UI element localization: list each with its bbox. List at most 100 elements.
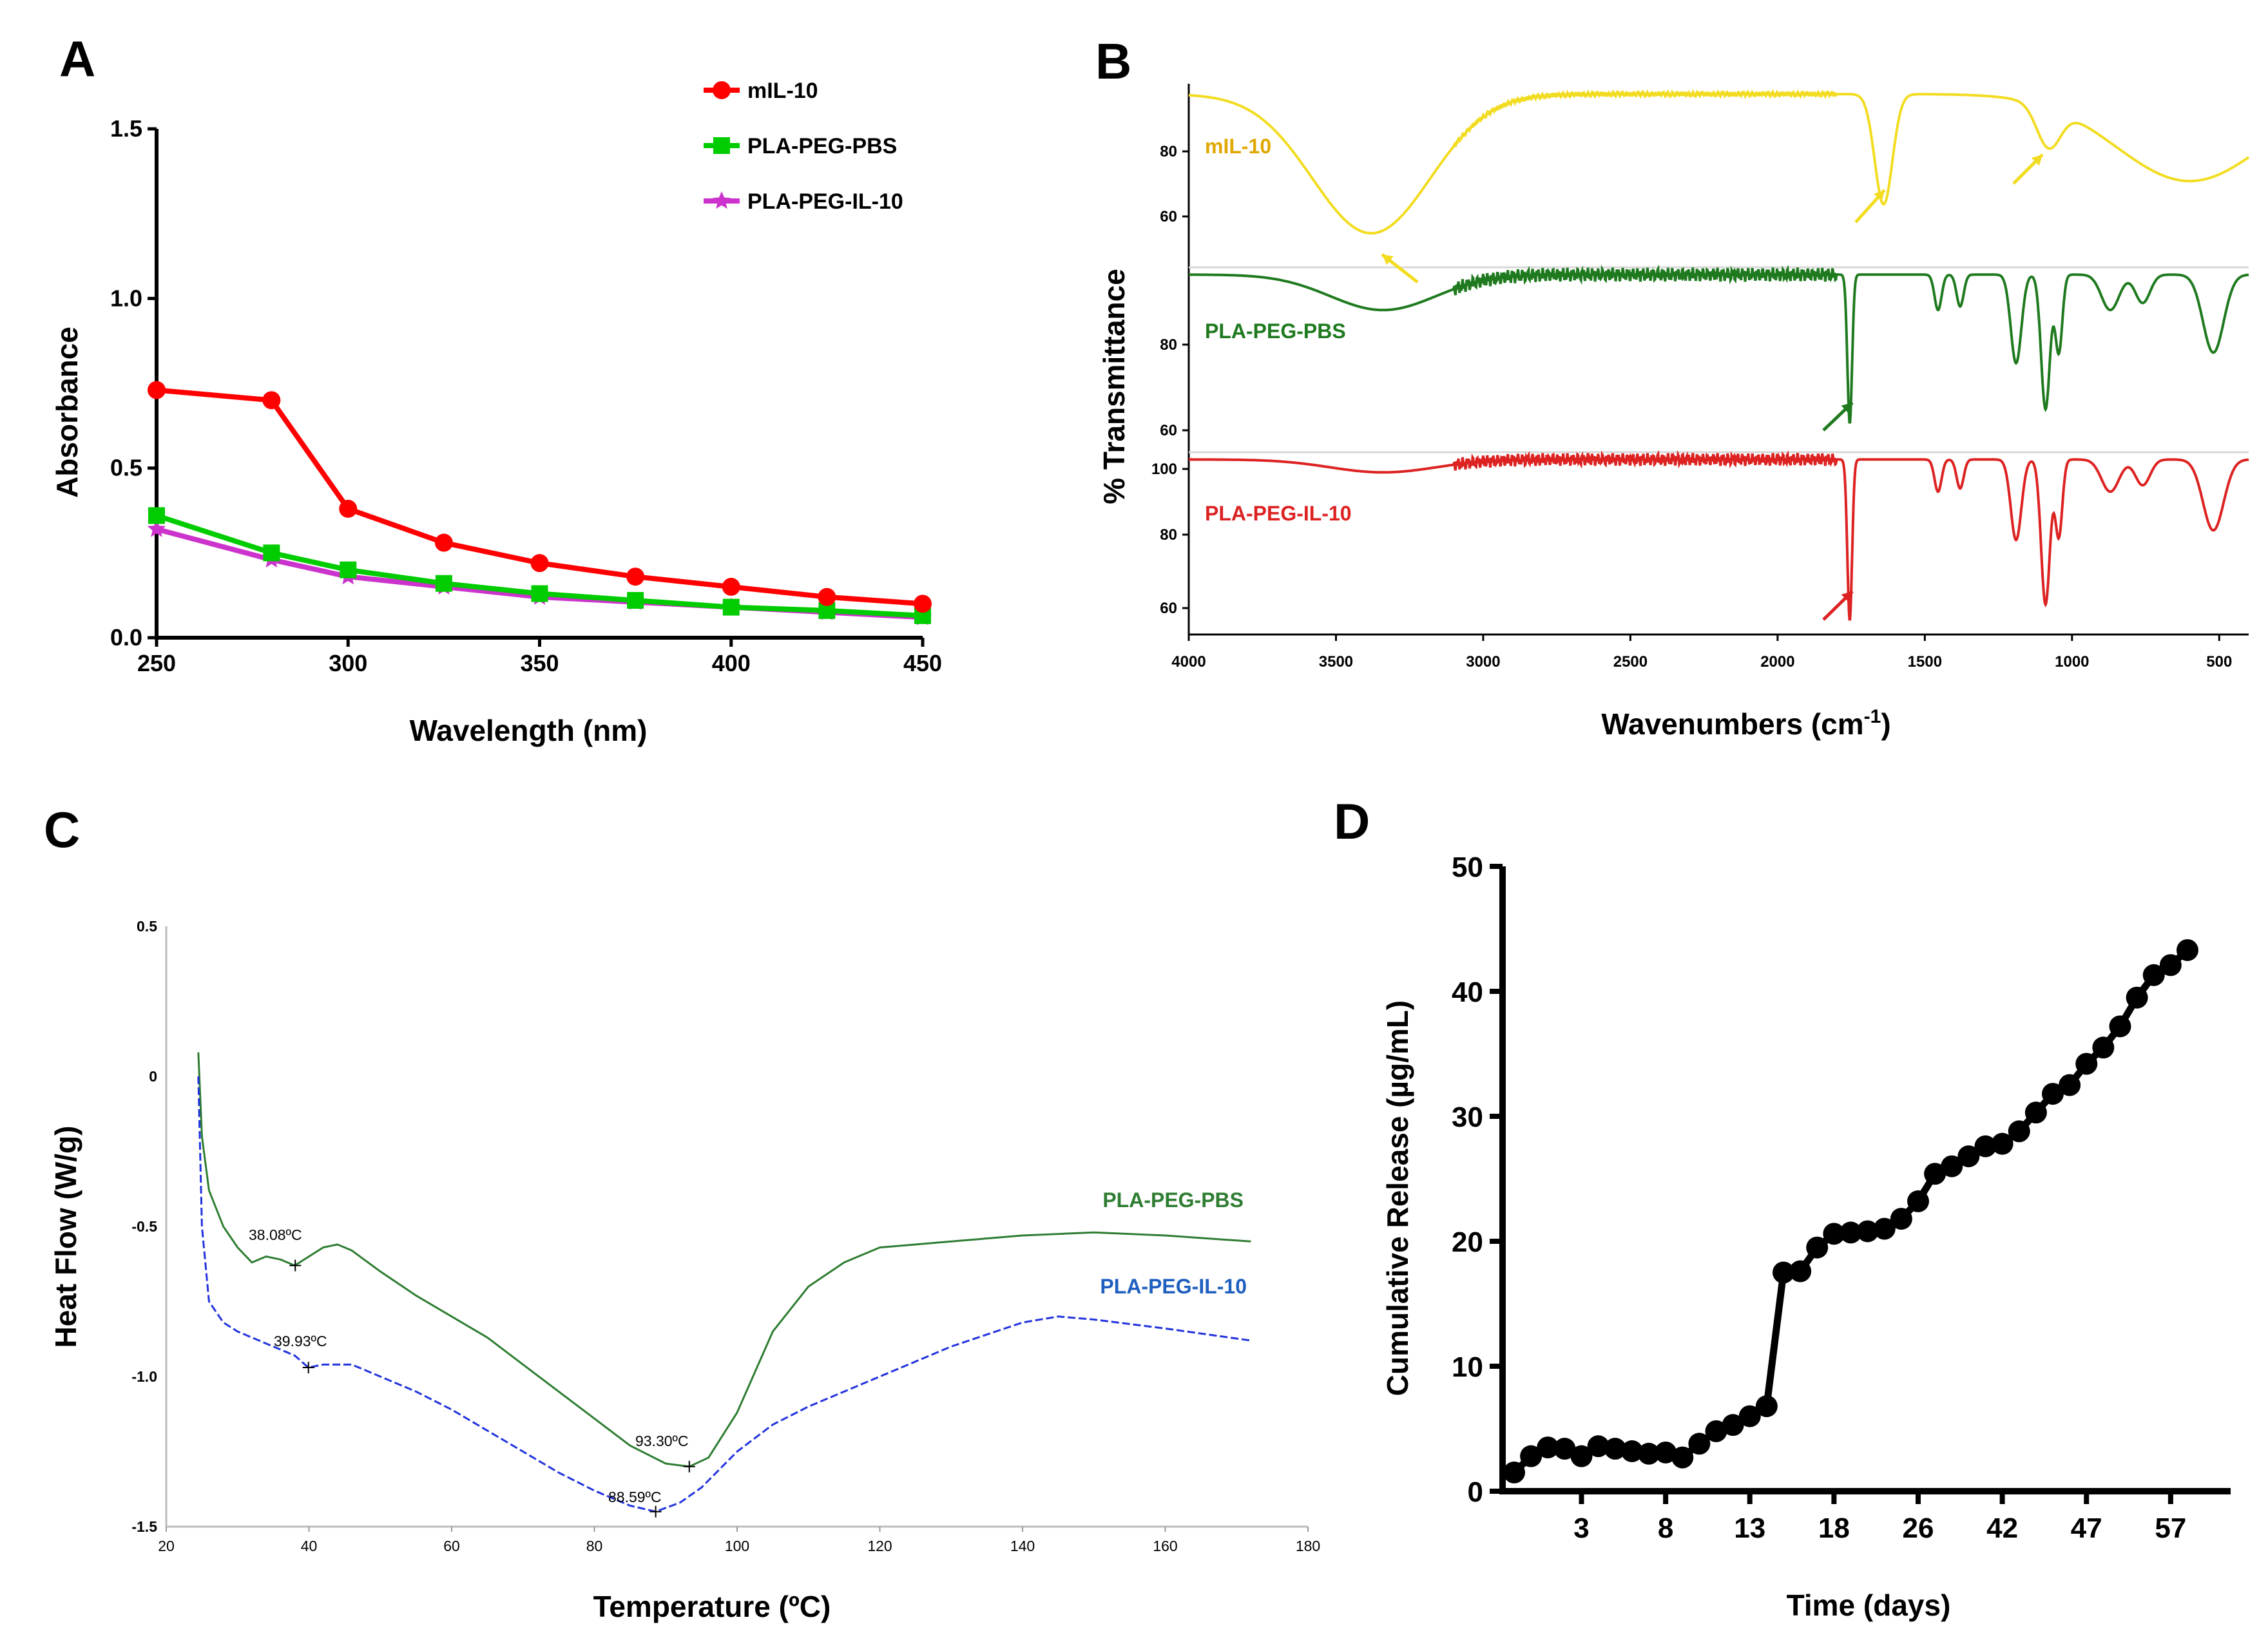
data-point-series-0 [914,595,932,613]
data-point-series-2 [147,519,166,537]
data-point [1991,1132,2013,1155]
y-tick-label: 100 [1151,461,1177,478]
x-tick-label: 57 [2155,1512,2186,1544]
ir-arrowhead-0 [1382,254,1394,265]
series-line-2 [155,526,923,620]
data-point [1789,1260,1812,1282]
y-tick-label: 20 [1452,1226,1483,1258]
y-tick-label: 1.5 [110,115,142,142]
panel-c-xlabel: Temperature (ºC) [593,1590,831,1623]
data-point-series-0 [148,381,166,399]
ir-label-pla-peg-pbs: PLA-PEG-PBS [1205,319,1346,343]
data-point-series-1 [627,592,644,609]
data-point [1638,1442,1660,1465]
data-point [2092,1036,2115,1059]
annotation-39-93: 39.93ºC [274,1333,327,1349]
y-tick-label: -1.5 [131,1518,157,1535]
y-tick-label: -0.5 [131,1218,157,1235]
x-tick-label: 13 [1734,1512,1765,1544]
dsc-curve-1 [197,1076,1251,1513]
ir-label-mil10: mIL-10 [1205,135,1271,158]
panel-c-label: C [44,801,80,858]
data-point-series-0 [722,578,740,596]
legend-marker-0 [713,81,731,99]
x-tick-label: 40 [301,1538,318,1554]
x-tick-label: 160 [1153,1538,1177,1554]
y-tick-label: 60 [1160,422,1177,439]
panel-d-label: D [1334,793,1370,850]
x-tick-label: 3 [1573,1512,1589,1544]
panel-b-xlabel-end: ) [1881,707,1890,741]
data-point [1604,1438,1626,1460]
data-point [1823,1223,1845,1245]
data-point [2126,986,2148,1009]
x-tick-label: 26 [1903,1512,1934,1544]
data-point [1738,1405,1761,1427]
panel-b-chart: 80 60 80 60 100 80 60 4000 3500 3000 2500 2000 1500 1… [1151,84,2250,671]
ir-arrowhead-3 [1841,403,1852,414]
data-point [2008,1120,2030,1143]
x-tick-label: 250 [137,650,176,676]
data-point [1755,1395,1778,1418]
y-tick-label: 0.5 [110,455,142,481]
y-tick-label: 60 [1160,208,1177,225]
y-tick-label: 0 [149,1068,157,1085]
data-point [1941,1155,1963,1178]
data-point-series-1 [435,575,452,592]
panel-b-ylabel: % Transmittance [1097,269,1131,504]
data-point-series-1 [263,544,280,562]
data-point-series-0 [626,567,645,586]
x-tick-label: 8 [1658,1512,1673,1544]
ir-label-pla-peg-il10: PLA-PEG-IL-10 [1205,502,1352,525]
panel-a-ylabel: Absorbance [50,327,84,498]
x-tick-label: 60 [443,1538,460,1554]
y-tick-label: 40 [1452,977,1483,1008]
panel-c-chart: 0.5 0 -0.5 -1.0 -1.520 40 60 80 100 120 140 160 180 [131,918,1320,1554]
data-point [1873,1217,1896,1240]
dsc-label-pla-peg-il10: PLA-PEG-IL-10 [1100,1275,1247,1298]
data-point-series-0 [262,391,281,410]
x-tick-label: 18 [1818,1512,1850,1544]
data-point [1620,1440,1643,1462]
panel-b-label: B [1095,33,1131,90]
x-tick-label: 1500 [1908,653,1942,671]
x-tick-label: 140 [1010,1538,1035,1554]
data-point [2059,1074,2081,1096]
data-point [1907,1190,1929,1212]
x-tick-label: 300 [329,650,367,676]
data-point [1671,1446,1694,1469]
data-point [2109,1015,2131,1038]
y-tick-label: -1.0 [131,1368,157,1385]
data-point [1840,1221,1862,1244]
data-point [1890,1208,1912,1230]
panel-b-xlabel-sup: -1 [1864,706,1881,727]
data-point [1688,1433,1711,1455]
x-tick-label: 2500 [1613,653,1648,671]
data-point-series-1 [340,561,357,578]
panel-c-ylabel: Heat Flow (W/g) [49,1126,82,1348]
data-point [1655,1441,1677,1464]
panel-b-xlabel: Wavenumbers (cm-1) [1601,706,1890,741]
ir-spectrum-2 [1189,450,2249,621]
data-point [1722,1414,1744,1436]
panel-a-label: A [59,30,95,87]
x-tick-label: 42 [1986,1512,2018,1544]
ir-arrowhead-1 [1874,190,1885,202]
panel-a-chart: 0.0 0.5 1.0 1.5 250 300 350 400 450 [110,115,942,676]
x-tick-label: 3500 [1319,653,1353,671]
y-tick-label: 80 [1160,526,1177,544]
data-point [1924,1163,1946,1185]
data-point [1553,1438,1576,1460]
legend-label-mil10: mIL-10 [747,79,818,103]
panel-d-chart: 0 10 20 30 40 50 3 8 13 18 26 42 47 57 [1452,852,2231,1544]
data-point [1705,1420,1727,1442]
x-tick-label: 180 [1296,1538,1320,1554]
annotation-38-08: 38.08ºC [249,1226,302,1243]
ir-arrowhead-2 [2031,155,2042,166]
y-tick-label: 0.0 [110,624,142,651]
ir-spectrum-1 [1189,264,2249,424]
data-point [1957,1145,1980,1168]
data-point-series-0 [339,499,358,518]
y-tick-label: 80 [1160,143,1177,160]
